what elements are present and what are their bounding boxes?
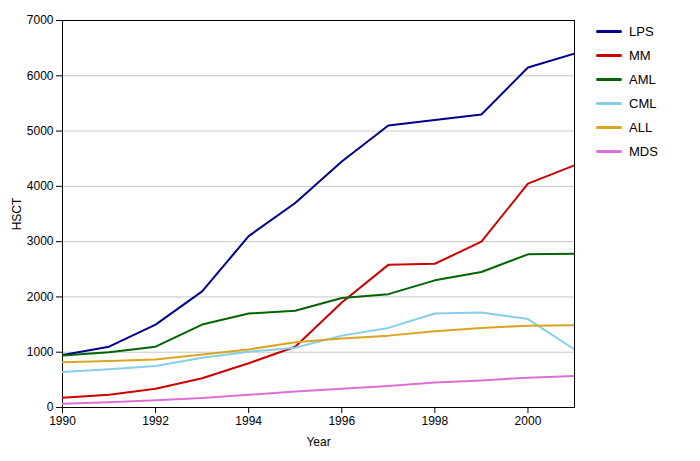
svg-text:3000: 3000 (27, 234, 54, 248)
html-text:MM: MM (629, 48, 651, 63)
svg-text:6000: 6000 (27, 69, 54, 83)
svg-text:1996: 1996 (328, 414, 355, 428)
svg-text:5000: 5000 (27, 124, 54, 138)
html-text:AML: AML (629, 72, 656, 87)
html-text:CML: CML (629, 96, 657, 111)
html-text:ALL: ALL (629, 120, 653, 135)
svg-text:1998: 1998 (422, 414, 449, 428)
svg-text:Year: Year (306, 435, 330, 449)
svg-text:1000: 1000 (27, 345, 54, 359)
svg-text:7000: 7000 (27, 13, 54, 27)
svg-text:0: 0 (47, 400, 54, 414)
svg-text:2000: 2000 (515, 414, 542, 428)
svg-text:1992: 1992 (142, 414, 169, 428)
svg-text:4000: 4000 (27, 179, 54, 193)
svg-text:HSCT: HSCT (10, 197, 24, 230)
svg-text:1990: 1990 (49, 414, 76, 428)
svg-text:1994: 1994 (235, 414, 262, 428)
html-text:MDS: MDS (629, 144, 658, 159)
html-text:LPS: LPS (629, 24, 654, 39)
svg-text:2000: 2000 (27, 290, 54, 304)
